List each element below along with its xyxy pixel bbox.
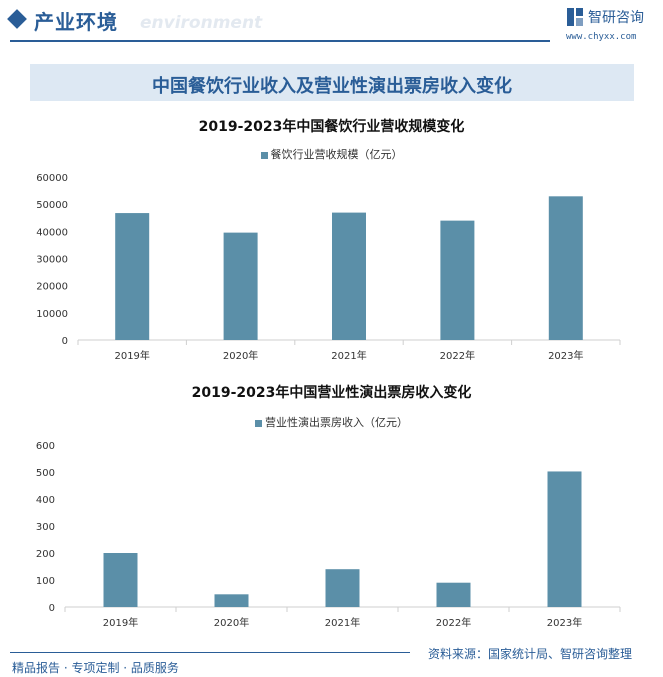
- bar-2020年: [214, 594, 249, 607]
- main-title-band: 中国餐饮行业收入及营业性演出票房收入变化: [30, 64, 634, 101]
- bar-2020年: [223, 232, 258, 340]
- x-tick-label: 2022年: [440, 349, 475, 362]
- y-tick-label: 60000: [36, 173, 68, 184]
- chart-1: 0 10000 20000 30000 40000 50000 60000 2019年 2020…: [36, 173, 621, 362]
- y-tick-label: 100: [36, 576, 55, 587]
- y-tick-label: 0: [49, 603, 55, 614]
- chart-2-legend: 营业性演出票房收入（亿元）: [0, 414, 663, 430]
- main-title: 中国餐饮行业收入及营业性演出票房收入变化: [152, 76, 512, 97]
- y-tick-label: 600: [36, 441, 55, 452]
- y-tick-label: 400: [36, 495, 55, 506]
- y-tick-label: 20000: [36, 282, 68, 293]
- y-tick-label: 30000: [36, 255, 68, 266]
- chart-1-legend-label: 餐饮行业营收规模（亿元）: [270, 148, 403, 161]
- bar-2021年: [325, 569, 360, 607]
- brand-logo-icon: [567, 8, 583, 26]
- bar-2021年: [332, 212, 366, 340]
- section-title: 产业环境: [34, 10, 118, 34]
- bar-2023年: [547, 471, 582, 607]
- diamond-icon: [7, 9, 27, 29]
- x-tick-label: 2023年: [547, 616, 582, 629]
- chart-2-title: 2019-2023年中国营业性演出票房收入变化: [191, 385, 472, 401]
- source-note: 资料来源：国家统计局、智研咨询整理: [428, 647, 633, 661]
- bar-2019年: [103, 553, 138, 607]
- section-subtitle: environment: [140, 13, 263, 33]
- chart-2-legend-label: 营业性演出票房收入（亿元）: [265, 416, 408, 429]
- brand-url: www.chyxx.com: [566, 32, 637, 42]
- header-divider: [10, 40, 550, 42]
- chart-1-title: 2019-2023年中国餐饮行业营收规模变化: [198, 119, 465, 135]
- header: 产业环境 environment 智研咨询 www.chyxx.com: [0, 0, 663, 44]
- chart-1-legend: 餐饮行业营收规模（亿元）: [0, 146, 663, 162]
- bar-2019年: [115, 213, 150, 340]
- x-tick-label: 2019年: [114, 349, 149, 362]
- bar-2022年: [440, 220, 475, 340]
- bar-2023年: [548, 196, 583, 340]
- footer-divider: [10, 652, 410, 653]
- legend-swatch: [255, 419, 262, 427]
- brand-name: 智研咨询: [588, 10, 644, 26]
- x-tick-label: 2021年: [325, 616, 360, 629]
- y-tick-label: 10000: [36, 309, 68, 320]
- y-tick-label: 500: [36, 468, 55, 479]
- x-tick-label: 2022年: [436, 616, 471, 629]
- chart-2: 0 100 200 300 400 500 600 2019年 2020年 2021年 2022年 2…: [36, 441, 621, 629]
- x-tick-label: 2019年: [103, 616, 138, 629]
- y-tick-label: 300: [36, 522, 55, 533]
- y-tick-label: 40000: [36, 227, 68, 238]
- y-tick-label: 0: [62, 336, 68, 347]
- x-tick-label: 2021年: [331, 349, 366, 362]
- legend-swatch: [260, 151, 268, 159]
- footer-tagline: 精品报告 · 专项定制 · 品质服务: [12, 661, 179, 675]
- x-tick-label: 2020年: [223, 349, 258, 362]
- y-tick-label: 50000: [36, 200, 68, 211]
- x-tick-label: 2020年: [214, 616, 249, 629]
- bar-2022年: [436, 582, 471, 607]
- y-tick-label: 200: [36, 549, 55, 560]
- x-tick-label: 2023年: [548, 349, 583, 362]
